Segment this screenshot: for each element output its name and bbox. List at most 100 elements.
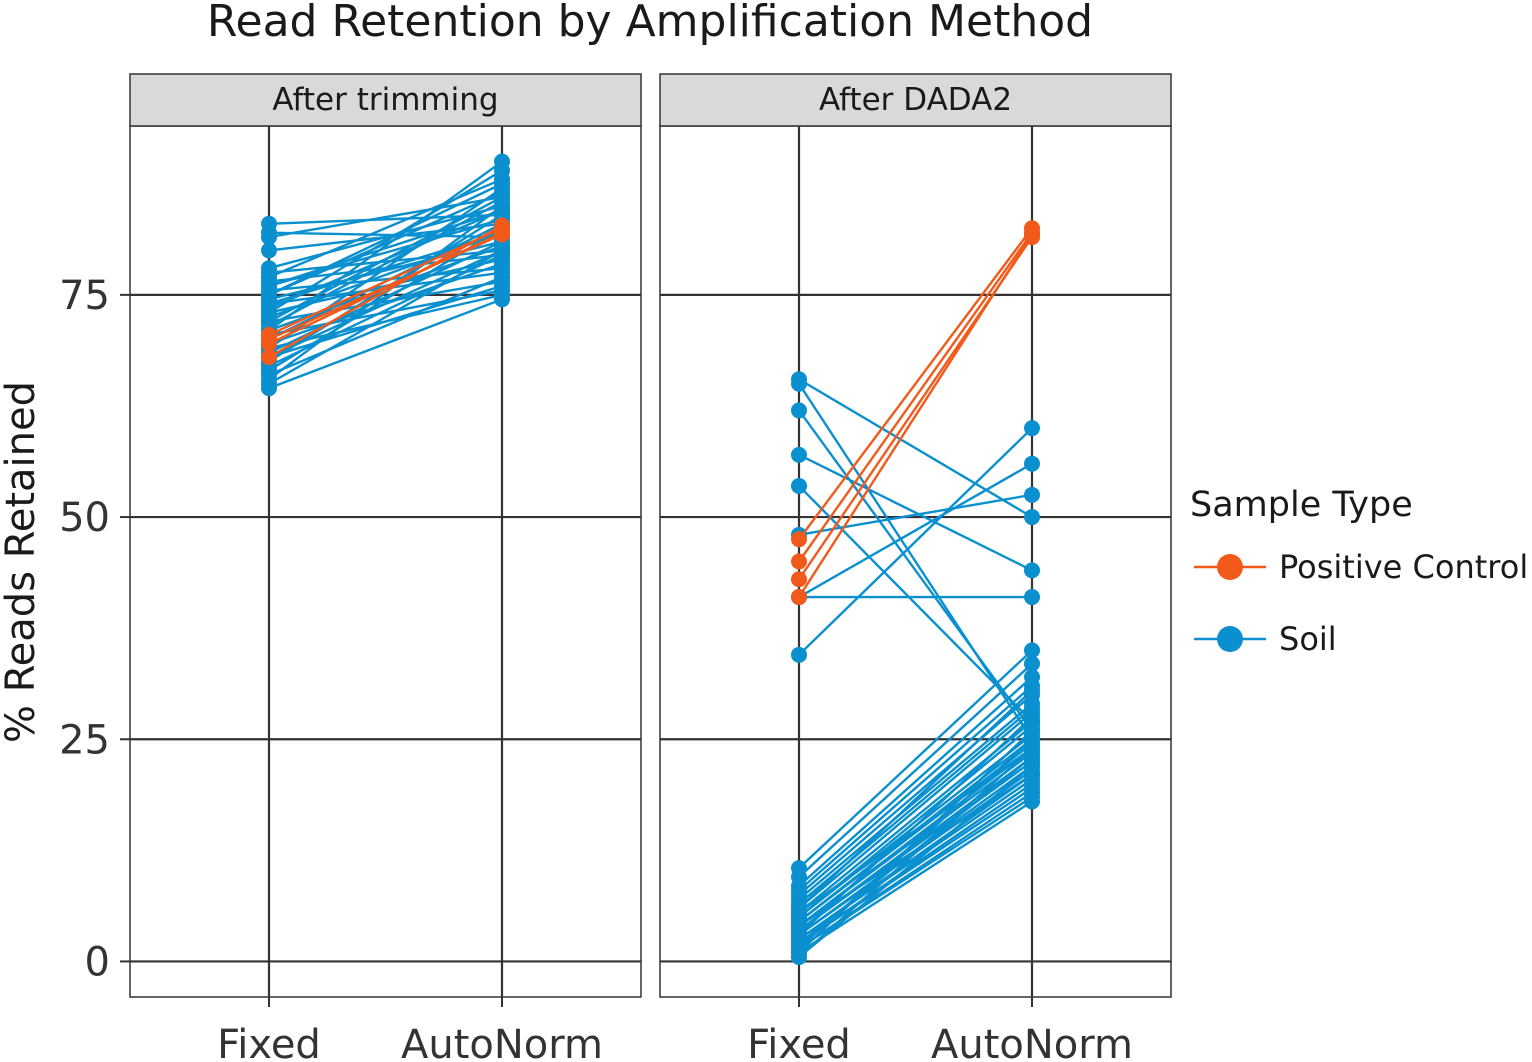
sample-line (268, 280, 503, 323)
data-point (261, 229, 277, 246)
data-point (1024, 642, 1040, 659)
data-point (1024, 486, 1040, 503)
sample-line (797, 383, 1034, 740)
data-point (494, 226, 510, 243)
sample-line (798, 493, 1033, 537)
data-point (1024, 226, 1040, 243)
series-positive-control (261, 217, 510, 366)
sample-line (798, 409, 1033, 732)
panel-after-trimming: After trimming Fixed AutoNorm (129, 73, 642, 1062)
data-point (1024, 420, 1040, 437)
sample-line (798, 747, 1033, 914)
sample-line (268, 182, 503, 296)
sample-line (798, 231, 1033, 563)
data-point (261, 313, 277, 330)
x-tick-label: Fixed (217, 1022, 321, 1062)
sample-line (798, 702, 1033, 901)
series-positive-control (791, 220, 1040, 606)
data-point (791, 940, 807, 957)
panel-strip (659, 73, 1172, 127)
sample-line (268, 227, 503, 336)
data-point (1024, 509, 1040, 526)
data-point (261, 242, 277, 259)
data-point (791, 904, 807, 921)
data-point (791, 531, 807, 548)
data-point (494, 162, 510, 179)
sample-line (268, 209, 503, 288)
sample-line (268, 169, 503, 314)
panel-strip-label: After trimming (272, 82, 498, 118)
sample-line (798, 453, 1033, 572)
panel-strip (129, 73, 642, 127)
data-point (261, 380, 277, 397)
data-point (261, 349, 277, 366)
sample-line (798, 729, 1033, 954)
panels: After trimming Fixed AutoNorm After DADA2 Fi… (129, 73, 1172, 1062)
sample-line (268, 191, 503, 296)
data-point (791, 917, 807, 934)
data-point (1024, 589, 1040, 606)
y-tick-label: 0 (85, 939, 110, 985)
sample-line (268, 249, 503, 359)
y-axis-ticks: 0 25 50 75 (59, 273, 130, 985)
sample-line (798, 462, 1033, 599)
data-point (494, 269, 510, 286)
data-point (1024, 709, 1040, 726)
data-point (494, 202, 510, 219)
sample-line (268, 218, 503, 288)
data-point (791, 553, 807, 570)
chart-title: Read Retention by Amplification Method (207, 0, 1093, 47)
sample-line (798, 787, 1033, 945)
sample-line (798, 676, 1033, 887)
data-point (261, 295, 277, 312)
sample-line (798, 689, 1033, 909)
data-point (494, 175, 510, 192)
data-point (791, 446, 807, 463)
sample-line (268, 275, 503, 376)
data-point (1024, 793, 1040, 810)
data-point (261, 331, 277, 348)
sample-line (798, 485, 1033, 723)
sample-line (268, 195, 503, 239)
series-soil (791, 371, 1040, 966)
x-tick-label: AutoNorm (931, 1022, 1133, 1062)
sample-line (798, 716, 1033, 936)
sample-line (268, 249, 503, 274)
data-point (1024, 682, 1040, 699)
legend: Sample Type Positive Control Soil (1190, 485, 1528, 658)
data-point (791, 375, 807, 392)
data-point (1024, 740, 1040, 757)
data-point (791, 571, 807, 588)
panel-after-dada2: After DADA2 Fixed AutoNorm (659, 73, 1172, 1062)
data-point (1024, 655, 1040, 672)
legend-title: Sample Type (1190, 485, 1413, 525)
y-tick-label: 25 (59, 717, 110, 763)
data-point (791, 646, 807, 663)
legend-key-point (1217, 626, 1243, 652)
sample-line (268, 249, 503, 385)
data-point (494, 242, 510, 259)
legend-key-point (1217, 554, 1243, 580)
sample-line (798, 747, 1033, 958)
sample-line (798, 662, 1033, 878)
data-point (791, 589, 807, 606)
panel-frame (129, 125, 642, 998)
sample-line (798, 773, 1033, 927)
sample-line (798, 711, 1033, 910)
sample-line (798, 685, 1033, 892)
sample-line (268, 160, 503, 332)
sample-line (798, 800, 1033, 954)
data-point (1024, 766, 1040, 783)
sample-line (268, 178, 503, 279)
sample-line (798, 427, 1033, 656)
sample-line (268, 298, 503, 390)
sample-line (797, 233, 1034, 598)
sample-line (798, 378, 1033, 519)
sample-line (268, 204, 503, 270)
y-axis-title: % Reads Retained (0, 381, 44, 743)
sample-line (798, 649, 1033, 870)
data-point (791, 477, 807, 494)
x-tick-label: AutoNorm (401, 1022, 603, 1062)
panel-strip-label: After DADA2 (819, 82, 1012, 118)
